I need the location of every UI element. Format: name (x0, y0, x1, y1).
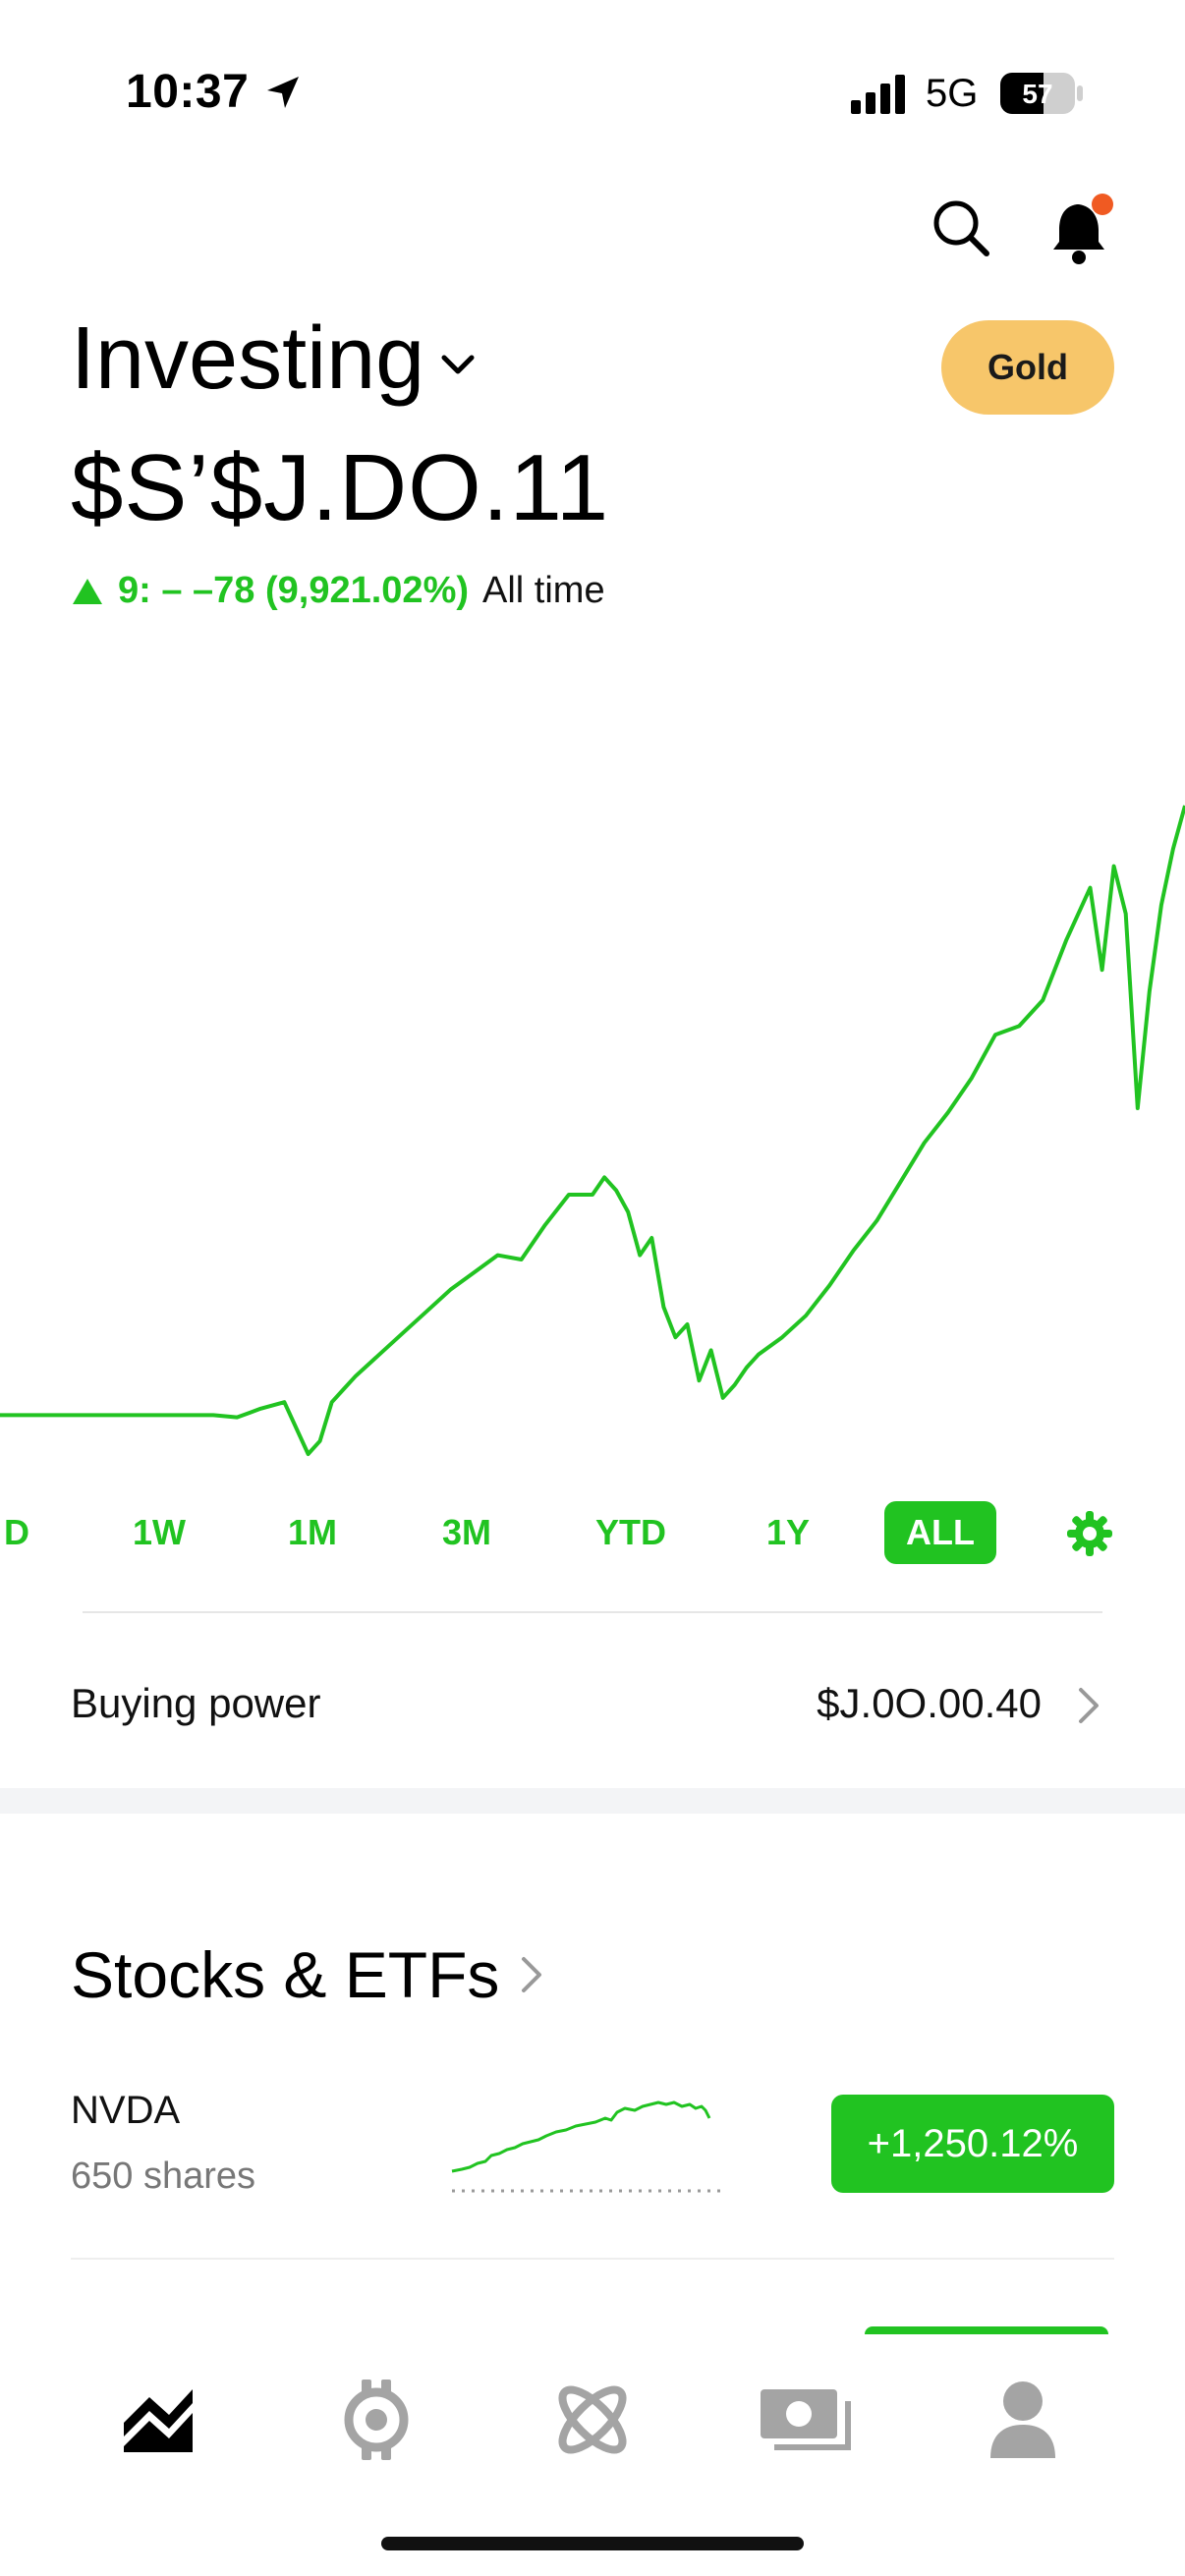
chevron-right-icon (1079, 1688, 1099, 1723)
battery-level: 57 (1022, 79, 1052, 109)
status-time: 10:37 (126, 66, 250, 118)
range-selector: D 1W 1M 3M YTD 1Y ALL (0, 1501, 1185, 1564)
buying-power-value: $J.0O.00.40 (817, 1680, 1042, 1726)
cellular-signal-icon (851, 75, 905, 114)
change-period: All time (482, 570, 605, 611)
battery-icon: 57 (1000, 73, 1083, 114)
row-divider (71, 2258, 1114, 2260)
buying-power-label: Buying power (71, 1680, 321, 1726)
discover-tab-icon[interactable] (548, 2376, 637, 2464)
stock-ticker: NVDA (71, 2089, 181, 2132)
divider (83, 1611, 1102, 1613)
page-title-text: Investing (71, 309, 425, 408)
stocks-section-title: Stocks & ETFs (71, 1938, 500, 2011)
page-title[interactable]: Investing (71, 308, 478, 410)
range-tab-all[interactable]: ALL (884, 1501, 996, 1564)
section-separator (0, 1788, 1185, 1814)
range-tab-1y[interactable]: 1Y (765, 1512, 811, 1552)
stock-change-badge[interactable]: +1,250.12% (831, 2095, 1114, 2193)
stock-sparkline (451, 2100, 721, 2193)
triangle-up-icon (73, 578, 102, 604)
investing-tab-icon[interactable] (114, 2376, 202, 2464)
cash-tab-icon[interactable] (757, 2376, 855, 2464)
range-tab-3m[interactable]: 3M (441, 1512, 491, 1552)
account-tab-icon[interactable] (979, 2376, 1067, 2464)
portfolio-chart[interactable] (0, 766, 1185, 1474)
portfolio-change: 9: – –78 (9,921.02%) All time (71, 570, 605, 612)
network-type: 5G (926, 72, 979, 115)
gold-button[interactable]: Gold (941, 320, 1114, 415)
chevron-right-icon (522, 1957, 542, 1992)
search-icon[interactable] (930, 196, 992, 259)
stocks-section-header[interactable]: Stocks & ETFs (71, 1937, 544, 2012)
buying-power-row[interactable]: Buying power $J.0O.00.40 (0, 1660, 1185, 1755)
crypto-tab-icon[interactable] (332, 2376, 421, 2464)
change-value: 9: – –78 (9,921.02%) (118, 570, 470, 611)
portfolio-balance: $S’$J.DO.11 (71, 435, 610, 540)
range-tab-1d[interactable]: D (4, 1512, 29, 1552)
home-indicator (381, 2537, 804, 2550)
next-row-badge-partial (865, 2326, 1108, 2334)
location-arrow-icon (267, 77, 299, 108)
chevron-down-icon (441, 355, 475, 373)
notification-dot (1092, 194, 1113, 215)
range-tab-ytd[interactable]: YTD (595, 1512, 666, 1552)
range-tab-1w[interactable]: 1W (133, 1512, 186, 1552)
notifications-bell-icon[interactable] (1047, 193, 1116, 265)
range-tab-1m[interactable]: 1M (287, 1512, 337, 1552)
stock-row[interactable]: NVDA 650 shares +1,250.12% (0, 2073, 1185, 2211)
bottom-tab-bar (0, 2356, 1185, 2503)
chart-series-line (0, 805, 1185, 1456)
stock-shares: 650 shares (71, 2156, 256, 2197)
gear-icon[interactable] (1067, 1511, 1112, 1556)
